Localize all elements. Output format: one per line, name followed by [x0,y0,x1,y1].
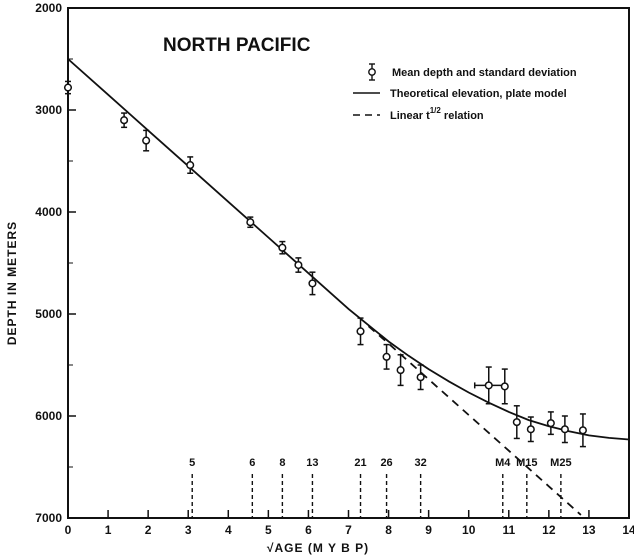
x-tick-label: 13 [582,523,596,537]
x-tick-label: 6 [305,523,312,537]
y-tick-label: 4000 [35,205,62,219]
legend-label-mean-depth: Mean depth and standard deviation [392,67,577,79]
x-tick-label: 11 [502,523,515,537]
point-marker [308,279,317,288]
chart-title: NORTH PACIFIC [163,35,311,56]
data-point [382,343,391,370]
x-tick-label: 1 [105,523,112,537]
anomaly-label: 13 [306,457,318,469]
legend-label-linear-exponent: 1/2 [430,106,442,115]
point-marker [512,418,521,427]
data-point [500,368,509,405]
plot-border [67,7,630,519]
series-lines [67,58,630,516]
plate-model-line [67,58,630,441]
point-marker [416,373,425,382]
point-marker [142,136,151,145]
data-point [512,405,521,440]
x-tick-label: 4 [225,523,232,537]
legend: Mean depth and standard deviation Theore… [353,63,577,122]
x-tick-label: 10 [462,523,476,537]
y-tick-label: 5000 [35,307,62,321]
x-tick-label: 5 [265,523,272,537]
data-point [278,240,287,255]
data-point [246,216,255,229]
legend-label-linear: Linear t1/2 relation [390,106,484,122]
point-marker [294,260,303,270]
point-marker [278,243,287,252]
data-point [578,413,587,448]
point-marker [526,425,535,434]
data-points [63,80,587,448]
anomaly-label: M4 [495,457,511,469]
point-marker [246,218,255,227]
y-axis-ticks: 2000 3000 4000 5000 6000 7000 [35,1,76,525]
anomaly-label: 5 [189,457,195,469]
data-point [186,156,195,174]
legend-item-mean-depth: Mean depth and standard deviation [368,63,577,81]
legend-label-linear-suffix: relation [441,110,484,122]
legend-item-plate-model: Theoretical elevation, plate model [353,88,567,100]
plot-frame [67,7,630,519]
data-point [294,257,303,273]
point-marker [546,419,555,428]
x-tick-label: 8 [385,523,392,537]
y-tick-label: 3000 [35,103,62,117]
linear-t-half-line [367,325,582,516]
x-tick-label: 2 [145,523,152,537]
y-tick-label: 7000 [35,511,62,525]
point-marker [356,327,365,336]
point-marker [500,382,509,391]
point-marker [560,425,569,434]
x-tick-label: 3 [185,523,192,537]
x-tick-label: 9 [425,523,432,537]
data-point [526,416,535,443]
point-marker [186,161,195,170]
legend-item-linear: Linear t1/2 relation [353,106,484,122]
x-tick-label: 12 [542,523,556,537]
data-point [63,80,73,95]
y-axis-label: DEPTH IN METERS [5,221,19,345]
anomaly-label: 8 [279,457,285,469]
data-point [560,415,569,444]
legend-label-plate-model: Theoretical elevation, plate model [390,88,567,100]
x-tick-label: 7 [345,523,352,537]
anomaly-markers: 5 6 8 13 21 26 32 M4 M15 M25 [189,457,572,518]
anomaly-label: 21 [354,457,366,469]
y-tick-label: 2000 [35,1,62,15]
data-point [308,271,317,296]
point-marker [396,366,405,375]
point-marker [382,352,391,361]
x-tick-label: 0 [65,523,72,537]
point-marker [484,381,493,390]
anomaly-label: M25 [550,457,571,469]
anomaly-label: M15 [516,457,537,469]
x-tick-label: 14 [622,523,634,537]
point-marker [578,426,587,435]
y-tick-label: 6000 [35,409,62,423]
data-point [546,411,555,436]
data-point [416,364,425,391]
anomaly-label: 26 [380,457,392,469]
data-point [396,354,405,387]
x-axis-label: √AGE (M Y B P) [267,541,369,555]
legend-marker [368,68,376,76]
x-axis-ticks: 0 1 2 3 4 5 6 7 8 9 10 11 12 13 14 [65,510,634,537]
data-point [120,112,129,129]
data-point [473,366,503,405]
anomaly-label: 6 [249,457,255,469]
legend-label-linear-text: Linear t [390,110,430,122]
point-marker [120,116,129,125]
point-marker [63,83,73,92]
data-point [356,317,365,346]
data-point [142,129,151,152]
anomaly-label: 32 [415,457,427,469]
